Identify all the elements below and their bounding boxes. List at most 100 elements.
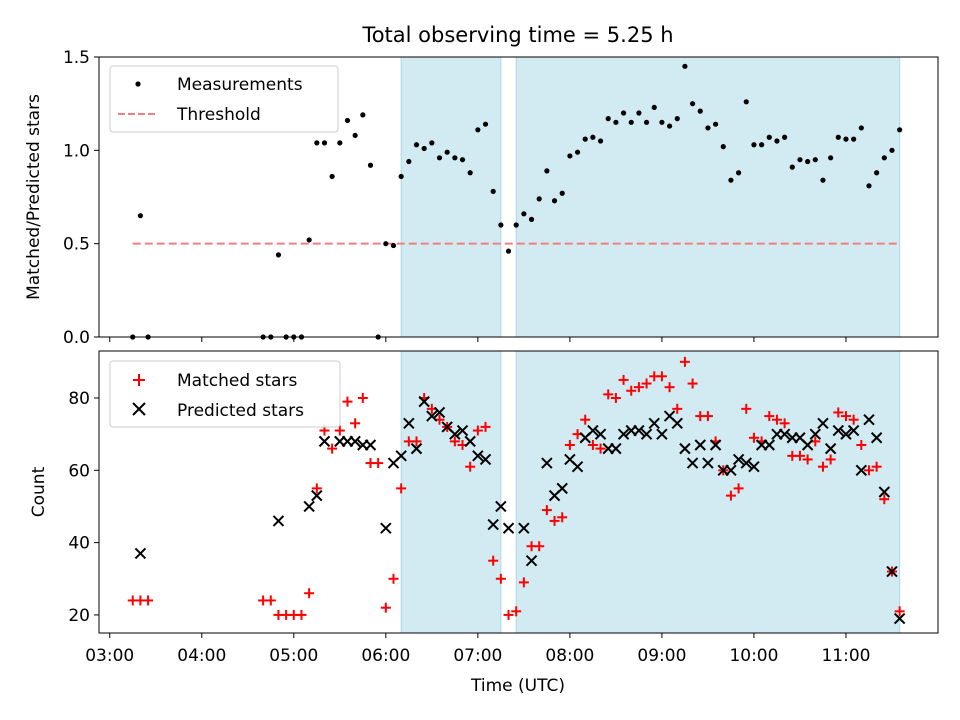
predicted-star-marker	[832, 424, 845, 437]
legend-matched-marker	[133, 374, 145, 386]
bottom-y-ticks: 20 40 60 80	[68, 389, 99, 626]
top-legend: Measurements Threshold	[109, 65, 339, 133]
measurement-point	[797, 157, 803, 163]
measurement-point	[689, 101, 696, 107]
bottom-legend: Matched stars Predicted stars	[109, 360, 341, 428]
predicted-star-marker	[847, 424, 860, 437]
measurement-point	[697, 108, 703, 114]
measurement-point	[659, 119, 665, 125]
measurement-point	[582, 136, 588, 142]
predicted-star-stroke	[686, 457, 699, 469]
matched-star-marker	[779, 418, 790, 429]
predicted-star-stroke	[832, 424, 845, 437]
predicted-star-marker	[571, 460, 584, 473]
measurement-point	[406, 158, 412, 165]
top-plot-frame	[98, 56, 939, 338]
measurement-point	[766, 134, 772, 140]
measurement-point	[413, 142, 420, 148]
predicted-star-stroke	[633, 424, 645, 437]
matched-star-marker	[610, 393, 621, 403]
observing-window	[515, 350, 901, 634]
predicted-star-marker	[732, 453, 745, 466]
measurement-point	[712, 121, 719, 127]
predicted-star-marker	[801, 439, 814, 451]
measurement-point	[889, 147, 895, 153]
matched-star-marker	[656, 371, 667, 382]
matched-star-marker	[764, 411, 775, 422]
predicted-star-stroke	[495, 500, 507, 513]
measurement-point	[360, 112, 366, 118]
measurement-point	[490, 188, 496, 194]
predicted-star-marker	[311, 489, 323, 502]
x-tick-label: 04:00	[177, 646, 226, 666]
measurement-point	[436, 155, 443, 161]
legend-matched-label: Matched stars	[177, 371, 297, 391]
measurement-point	[835, 134, 841, 140]
predicted-star-marker	[694, 439, 706, 451]
measurement-point	[812, 157, 818, 163]
measurement-point	[390, 242, 397, 249]
matched-star-marker	[296, 609, 307, 620]
predicted-star-stroke	[893, 612, 906, 625]
bottom-y-axis-label: Count	[29, 466, 49, 517]
observing-window	[400, 56, 502, 338]
legend-measurements-label: Measurements	[177, 75, 303, 95]
predicted-star-stroke	[410, 442, 423, 455]
predicted-star-marker	[702, 457, 714, 469]
predicted-star-marker	[594, 428, 607, 440]
measurement-point	[866, 183, 872, 189]
predicted-star-marker	[740, 457, 752, 469]
measurement-point	[728, 177, 734, 183]
predicted-star-marker	[502, 522, 515, 534]
x-tick-label: 07:00	[453, 646, 502, 666]
matched-star-marker	[603, 389, 614, 400]
predicted-star-marker	[495, 500, 507, 513]
predicted-star-marker	[817, 417, 829, 430]
predicted-star-marker	[778, 428, 791, 440]
matched-star-marker	[465, 461, 476, 472]
matched-star-marker	[664, 382, 675, 393]
y-tick-label: 0.0	[63, 328, 90, 348]
measurement-point	[467, 170, 473, 176]
predicted-star-marker	[518, 522, 530, 534]
x-tick-label: 10:00	[729, 646, 778, 666]
chart-title: Total observing time = 5.25 h	[361, 23, 673, 47]
predicted-star-stroke	[587, 424, 599, 437]
predicted-star-marker	[426, 410, 438, 422]
predicted-star-marker	[456, 424, 469, 437]
predicted-star-stroke	[679, 442, 691, 455]
predicted-star-marker	[840, 428, 852, 440]
measurement-point	[597, 138, 604, 144]
measurement-point	[275, 252, 282, 258]
matched-star-marker	[672, 403, 683, 414]
predicted-star-marker	[640, 428, 653, 440]
matched-star-marker	[380, 602, 391, 613]
measurement-point	[643, 119, 650, 125]
measurement-point	[367, 162, 374, 168]
matched-star-marker	[388, 573, 399, 584]
predicted-star-marker	[318, 435, 331, 448]
predicted-star-marker	[364, 439, 377, 451]
measurement-point	[498, 222, 504, 228]
predicted-star-stroke	[709, 439, 722, 451]
measurement-point	[482, 121, 489, 127]
measurement-point	[329, 173, 335, 180]
predicted-star-stroke	[801, 439, 814, 451]
predicted-star-stroke	[456, 424, 469, 437]
predicted-star-stroke	[449, 428, 461, 440]
measurement-point	[705, 125, 711, 131]
matched-star-marker	[641, 378, 652, 389]
matched-star-marker	[518, 577, 529, 588]
measurement-point	[536, 196, 542, 202]
bottom-legend-box	[109, 360, 341, 428]
predicted-star-stroke	[656, 428, 668, 440]
matched-star-marker	[334, 425, 345, 436]
matched-star-marker	[679, 356, 690, 367]
matched-star-marker	[595, 443, 606, 454]
predicted-star-stroke	[502, 522, 515, 534]
measurement-point	[620, 110, 627, 116]
predicted-star-marker	[748, 460, 760, 473]
predicted-star-stroke	[395, 450, 407, 462]
y-tick-label: 1.5	[63, 48, 90, 68]
predicted-star-marker	[449, 428, 461, 440]
